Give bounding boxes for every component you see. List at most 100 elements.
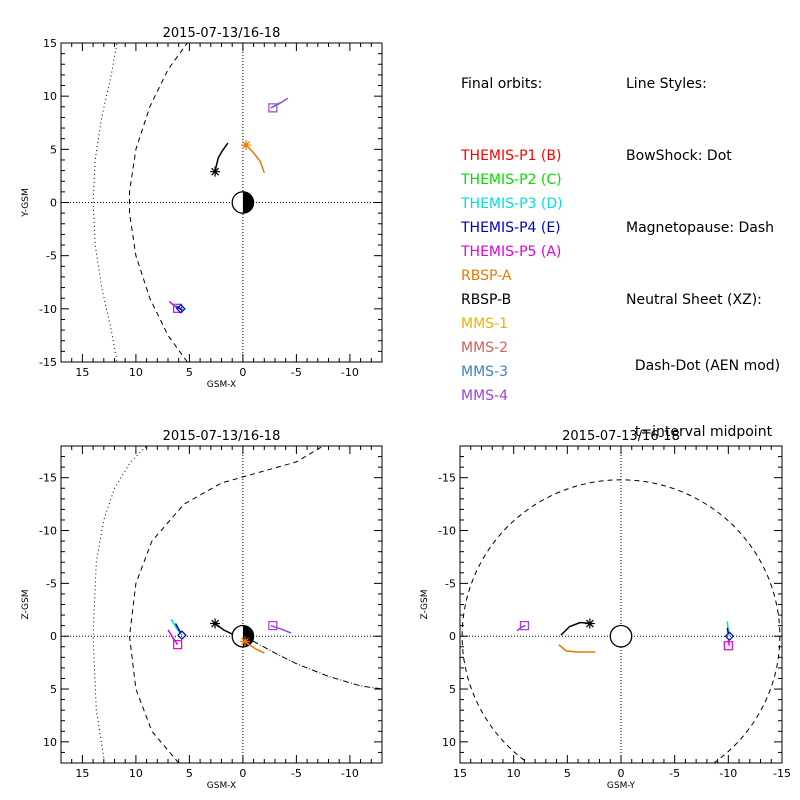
legend-title: Final orbits: <box>461 76 543 92</box>
orbit-track <box>245 144 266 173</box>
track-end-asterisk-marker <box>210 166 221 177</box>
x-tick-label: 0 <box>239 767 246 780</box>
y-tick-label: -5 <box>445 577 456 590</box>
line-styles-legend: Line Styles: BowShock: Dot Magnetopause:… <box>626 24 780 465</box>
legend-items: THEMIS-P1 (B) THEMIS-P2 (C) THEMIS-P3 (D) T… <box>461 144 563 404</box>
y-tick-label: 10 <box>43 90 57 103</box>
line-style-midpoint-note: t=interval midpoint <box>626 424 773 440</box>
plot-panel: 15 10 5 0 -5 -10 -15 10 5 0 -5 -10 -15 2015-07-13/16-… <box>420 429 791 791</box>
legend-item: THEMIS-P4 (E) <box>461 220 561 236</box>
orbit-track <box>272 101 281 108</box>
y-axis-label: Z-GSM <box>21 589 31 619</box>
plot-title: 2015-07-13/16-18 <box>562 429 680 444</box>
track-end-asterisk-marker <box>584 618 595 629</box>
y-axis-label: Z-GSM <box>420 589 430 619</box>
orbit-track <box>245 641 265 654</box>
legend-item: MMS-1 <box>461 316 509 332</box>
orbit-track <box>176 306 183 311</box>
legend-item: THEMIS-P2 (C) <box>461 172 562 188</box>
x-tick-label: 0 <box>618 767 625 780</box>
bowshock-line <box>92 43 118 362</box>
x-tick-label: -10 <box>341 366 359 379</box>
earth-icon <box>609 624 633 648</box>
legend-item: THEMIS-P5 (A) <box>461 244 562 260</box>
x-axis-label: GSM-Y <box>607 781 636 791</box>
x-tick-label: 10 <box>129 767 143 780</box>
legend-item: MMS-3 <box>461 364 509 380</box>
track-end-asterisk-marker <box>240 636 251 647</box>
x-tick-label: -10 <box>719 767 737 780</box>
x-tick-label: 10 <box>507 767 521 780</box>
y-tick-label: 5 <box>50 683 57 696</box>
x-tick-label: -10 <box>341 767 359 780</box>
y-tick-label: -10 <box>438 525 456 538</box>
y-tick-label: 0 <box>50 197 57 210</box>
y-tick-label: 0 <box>50 630 57 643</box>
track-end-asterisk-marker <box>241 140 252 151</box>
line-style-magnetopause: Magnetopause: Dash <box>626 220 775 236</box>
x-tick-label: -5 <box>291 366 302 379</box>
plot-frame <box>459 445 783 764</box>
orbit-track <box>270 624 292 634</box>
magnetopause-line <box>129 43 188 362</box>
y-tick-label: -5 <box>46 577 57 590</box>
neutral-sheet-line <box>242 635 382 690</box>
track-end-diamond-marker <box>177 630 187 640</box>
orbit-track <box>560 621 590 636</box>
x-tick-label: 5 <box>564 767 571 780</box>
y-tick-label: 10 <box>442 736 456 749</box>
y-tick-label: -15 <box>39 472 57 485</box>
x-tick-label: 15 <box>75 366 89 379</box>
y-tick-label: 10 <box>43 736 57 749</box>
plot-frame <box>60 445 383 764</box>
plot-title: 2015-07-13/16-18 <box>163 26 281 41</box>
x-tick-label: -15 <box>773 767 791 780</box>
plot-panel: 15 10 5 0 -5 -10 10 5 0 -5 -10 -15 2015-07-13/16-18 G… <box>21 429 383 791</box>
orbit-legend: Final orbits: THEMIS-P1 (B) THEMIS-P2 (C)… <box>461 24 563 404</box>
track-end-square-marker <box>173 640 183 650</box>
orbit-track <box>726 627 730 635</box>
track-end-diamond-marker <box>724 631 735 642</box>
orbit-track <box>214 142 229 172</box>
orbit-track <box>167 629 179 646</box>
orbit-track <box>174 623 182 634</box>
orbit-track <box>214 622 233 635</box>
y-tick-label: 15 <box>43 37 57 50</box>
track-end-square-marker <box>268 621 278 631</box>
legend-item: THEMIS-P1 (B) <box>461 148 562 164</box>
plot-area <box>460 446 782 763</box>
track-end-square-marker <box>519 621 530 631</box>
y-tick-label: 5 <box>449 683 456 696</box>
y-axis-label: Y-GSM <box>21 188 31 217</box>
x-tick-label: 5 <box>186 366 193 379</box>
y-tick-label: -15 <box>39 356 57 369</box>
x-tick-label: 0 <box>239 366 246 379</box>
legend-item: MMS-4 <box>461 388 509 404</box>
y-tick-label: -10 <box>39 303 57 316</box>
y-tick-label: 5 <box>50 143 57 156</box>
y-tick-label: -5 <box>46 250 57 263</box>
line-style-neutral-sheet-style: Dash-Dot (AEN mod) <box>626 358 781 374</box>
x-axis-label: GSM-X <box>207 781 236 791</box>
line-style-neutral-sheet: Neutral Sheet (XZ): <box>626 292 762 308</box>
earth-night-side <box>242 191 254 214</box>
orbit-track <box>516 624 526 632</box>
bowshock-line <box>92 446 147 758</box>
y-tick-label: -10 <box>39 525 57 538</box>
plot-area <box>61 446 382 763</box>
legend-item: THEMIS-P3 (D) <box>461 196 563 212</box>
y-tick-label: -15 <box>438 472 456 485</box>
legend-item: RBSP-B <box>461 292 512 308</box>
x-tick-label: 5 <box>186 767 193 780</box>
x-tick-label: -5 <box>669 767 680 780</box>
plot-area <box>61 43 382 362</box>
plot-title: 2015-07-13/16-18 <box>163 429 281 444</box>
legend-item: MMS-2 <box>461 340 509 356</box>
orbit-track <box>558 644 596 653</box>
line-style-bowshock: BowShock: Dot <box>626 148 732 164</box>
magnetopause-line <box>128 446 324 763</box>
line-styles-title: Line Styles: <box>626 76 707 92</box>
x-tick-label: -5 <box>291 767 302 780</box>
x-tick-label: 15 <box>75 767 89 780</box>
